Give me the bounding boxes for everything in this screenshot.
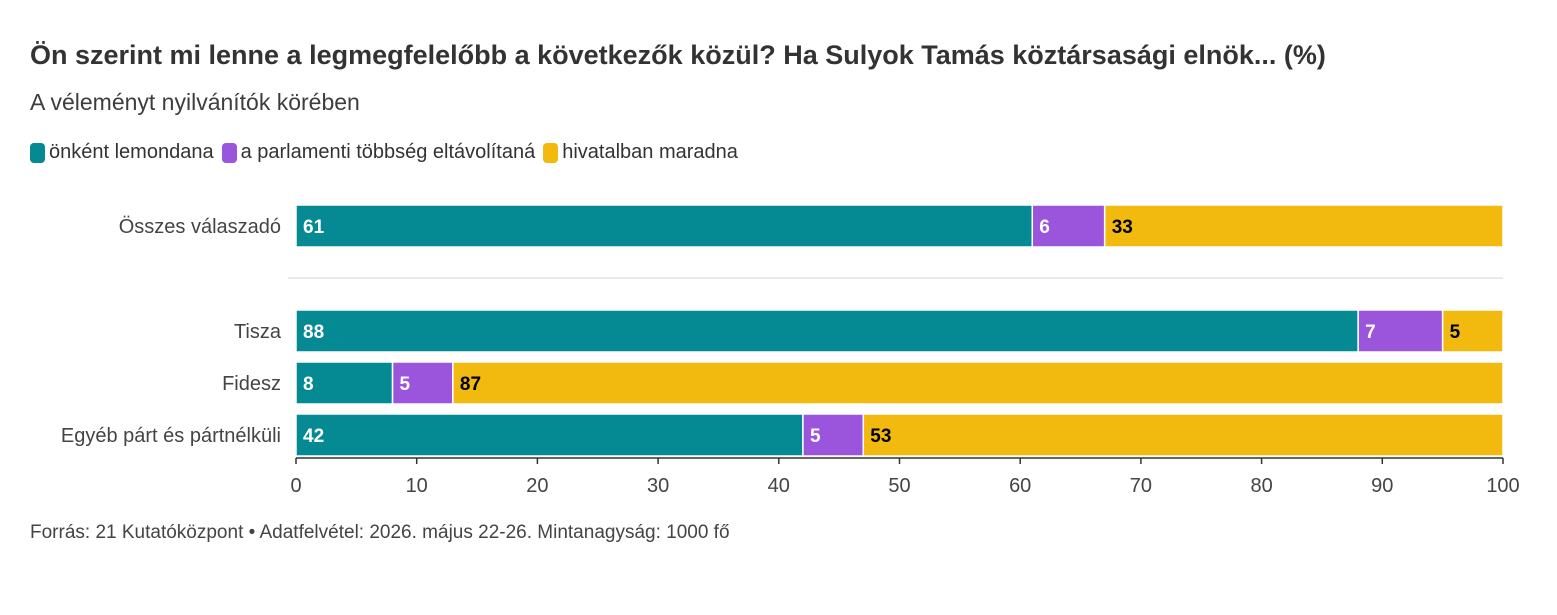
bar-segment[interactable] bbox=[802, 413, 865, 457]
legend-label-voluntary: önként lemondana bbox=[49, 141, 214, 163]
bar-segment[interactable] bbox=[452, 361, 1504, 405]
bars-layer: Összes válaszadó 61 6 33 Tisza 88 7 5 Fidesz 8 5 87… bbox=[61, 204, 1504, 457]
data-label: 5 bbox=[810, 426, 821, 447]
x-tick-label: 90 bbox=[1371, 475, 1393, 497]
legend-swatch-voluntary bbox=[30, 142, 45, 163]
x-tick-label: 100 bbox=[1486, 475, 1519, 497]
data-label: 87 bbox=[460, 374, 481, 395]
data-label: 42 bbox=[303, 426, 324, 447]
x-tick-label: 10 bbox=[406, 475, 428, 497]
source-note: Forrás: 21 Kutatóközpont • Adatfelvétel:… bbox=[30, 522, 730, 543]
bar-segment[interactable] bbox=[862, 413, 1504, 457]
bar-segment[interactable] bbox=[1103, 204, 1504, 248]
legend-swatch-stays bbox=[543, 142, 559, 163]
x-tick-label: 70 bbox=[1130, 475, 1152, 497]
chart-title: Ön szerint mi lenne a legmegfelelőbb a k… bbox=[30, 40, 1326, 70]
x-tick-label: 50 bbox=[888, 475, 910, 497]
legend: önként lemondana a parlamenti többség el… bbox=[30, 141, 746, 164]
bar-segment[interactable] bbox=[295, 413, 804, 457]
legend-item-stays[interactable]: hivatalban maradna bbox=[543, 141, 738, 164]
legend-item-removal[interactable]: a parlamenti többség eltávolítaná bbox=[221, 141, 536, 164]
category-label: Tisza bbox=[234, 321, 282, 343]
legend-label-removal: a parlamenti többség eltávolítaná bbox=[240, 141, 536, 163]
chart-subtitle: A véleményt nyilvánítók körében bbox=[30, 89, 360, 115]
bar-segment[interactable] bbox=[295, 204, 1034, 248]
x-tick-label: 0 bbox=[290, 475, 301, 497]
x-tick-label: 40 bbox=[768, 475, 790, 497]
category-label: Egyéb párt és pártnélküli bbox=[61, 425, 281, 447]
bar-segment[interactable] bbox=[1031, 204, 1106, 248]
legend-swatch-removal bbox=[221, 142, 237, 163]
legend-item-voluntary[interactable]: önként lemondana bbox=[30, 141, 214, 164]
x-tick-label: 60 bbox=[1009, 475, 1031, 497]
bar-segment[interactable] bbox=[1357, 309, 1444, 353]
category-label: Fidesz bbox=[222, 373, 281, 395]
x-tick-label: 20 bbox=[526, 475, 548, 497]
bar-segment[interactable] bbox=[1441, 309, 1504, 353]
data-label: 5 bbox=[400, 374, 411, 395]
data-label: 7 bbox=[1365, 322, 1376, 343]
data-label: 5 bbox=[1450, 322, 1461, 343]
category-label: Összes válaszadó bbox=[119, 216, 281, 238]
data-label: 33 bbox=[1112, 217, 1133, 238]
data-label: 61 bbox=[303, 217, 325, 238]
legend-label-stays: hivatalban maradna bbox=[562, 141, 738, 163]
data-label: 8 bbox=[303, 374, 314, 395]
x-tick-label: 30 bbox=[647, 475, 669, 497]
data-label: 6 bbox=[1039, 217, 1050, 238]
bar-segment[interactable] bbox=[391, 361, 454, 405]
x-tick-label: 80 bbox=[1250, 475, 1272, 497]
x-axis: 0 10 20 30 40 50 60 70 80 90 100 bbox=[290, 457, 1520, 497]
data-label: 88 bbox=[303, 322, 324, 343]
bar-segment[interactable] bbox=[295, 309, 1359, 353]
data-label: 53 bbox=[870, 426, 891, 447]
